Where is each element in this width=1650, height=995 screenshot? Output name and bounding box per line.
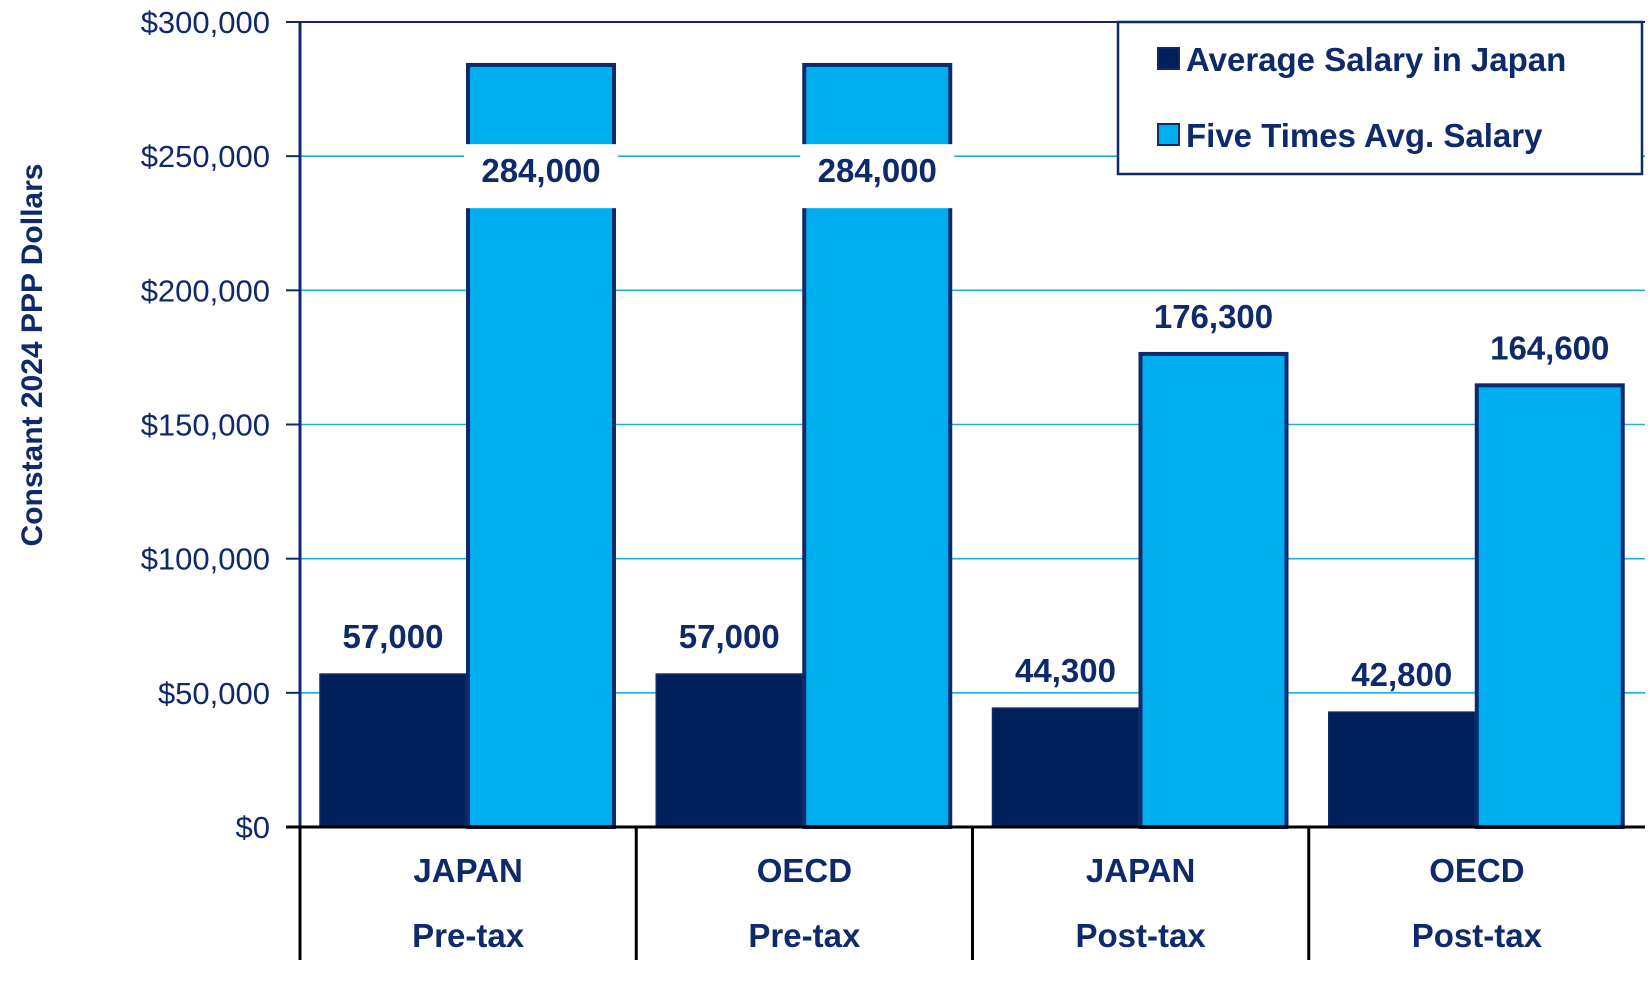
data-label: 44,300 bbox=[1015, 652, 1116, 689]
category-label-tax: Post-tax bbox=[1076, 917, 1207, 954]
category-label-tax: Pre-tax bbox=[748, 917, 861, 954]
y-tick-label: $300,000 bbox=[141, 5, 270, 40]
y-tick-label: $250,000 bbox=[141, 139, 270, 174]
legend: Average Salary in Japan Five Times Avg. … bbox=[1116, 20, 1644, 176]
data-label-background bbox=[800, 144, 955, 209]
data-labels: 57,000 284,000 57,000 284,000 44,300 176,300 4… bbox=[343, 144, 1609, 693]
category-label-region: OECD bbox=[757, 852, 852, 889]
y-tick-label: $0 bbox=[236, 810, 270, 845]
data-label: 42,800 bbox=[1351, 656, 1452, 693]
y-tick-label: $50,000 bbox=[158, 676, 270, 711]
data-label: 284,000 bbox=[481, 152, 600, 189]
legend-swatch-average-salary bbox=[1157, 47, 1180, 70]
bar-average-salary bbox=[319, 673, 467, 828]
legend-swatch-five-times-salary bbox=[1157, 123, 1180, 146]
category-label-tax: Post-tax bbox=[1412, 917, 1543, 954]
data-label: 57,000 bbox=[343, 618, 444, 655]
data-label: 57,000 bbox=[679, 618, 780, 655]
data-label: 164,600 bbox=[1490, 329, 1609, 366]
category-label-region: JAPAN bbox=[1086, 852, 1195, 889]
legend-label-average-salary: Average Salary in Japan bbox=[1186, 41, 1566, 78]
data-label-background bbox=[464, 144, 618, 209]
data-label: 176,300 bbox=[1154, 298, 1273, 335]
y-axis-label: Constant 2024 PPP Dollars bbox=[16, 164, 49, 547]
y-tick-labels: $0 $50,000 $100,000 $150,000 $200,000 $250,00… bbox=[141, 5, 270, 845]
category-labels: JAPAN Pre-tax OECD Pre-tax JAPAN Post-tax OECD… bbox=[412, 852, 1542, 954]
legend-label-five-times-salary: Five Times Avg. Salary bbox=[1186, 117, 1543, 154]
bar-average-salary bbox=[1328, 711, 1476, 828]
bar-five-times-salary bbox=[1138, 351, 1289, 829]
legend-box bbox=[1116, 20, 1644, 176]
bar-average-salary bbox=[991, 707, 1140, 828]
data-label: 284,000 bbox=[818, 152, 937, 189]
category-label-region: JAPAN bbox=[413, 852, 522, 889]
bar-average-salary bbox=[655, 673, 803, 828]
y-tick-label: $100,000 bbox=[141, 542, 270, 577]
bar-five-times-salary bbox=[1474, 383, 1625, 829]
y-tick-label: $150,000 bbox=[141, 408, 270, 443]
y-tick-label: $200,000 bbox=[141, 273, 270, 308]
category-label-region: OECD bbox=[1429, 852, 1524, 889]
category-label-tax: Pre-tax bbox=[412, 917, 525, 954]
